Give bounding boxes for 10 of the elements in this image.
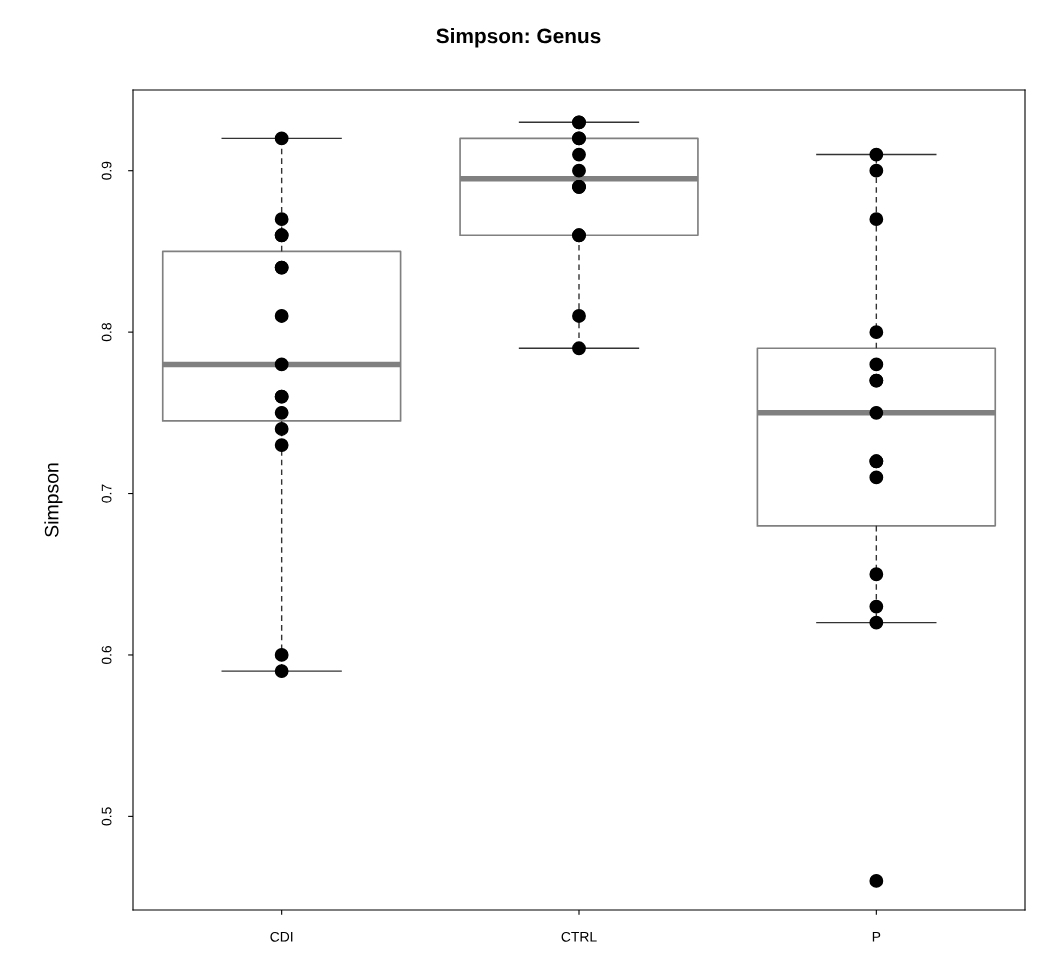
y-tick-label: 0.9 xyxy=(101,161,112,180)
y-tick-label: 0.7 xyxy=(101,484,112,503)
y-axis-title: Simpson xyxy=(44,463,63,537)
y-tick-label: 0.6 xyxy=(101,645,112,665)
chart-title: Simpson: Genus xyxy=(436,28,601,48)
x-tick-label: P xyxy=(872,932,881,942)
y-tick-label: 0.8 xyxy=(101,323,112,342)
y-tick-label: 0.5 xyxy=(101,807,112,826)
x-tick-label: CTRL xyxy=(561,931,597,942)
x-tick-label: CDI xyxy=(270,931,293,942)
